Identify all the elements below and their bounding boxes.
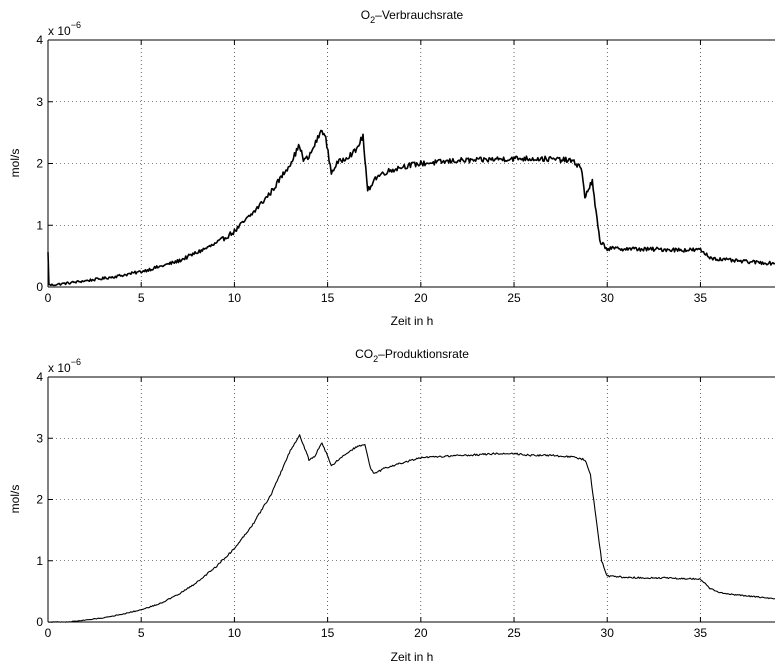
x-axis-label-o2: Zeit in h — [391, 314, 434, 328]
y-tick-label: 1 — [36, 218, 43, 232]
series-line-o2 — [47, 129, 775, 287]
x-tick-label: 30 — [601, 626, 615, 640]
x-tick-label: 5 — [138, 626, 145, 640]
y-axis-label-o2: mol/s — [8, 149, 22, 178]
y-tick-label: 0 — [36, 615, 43, 629]
series-line-co2 — [47, 434, 775, 623]
y-tick-label: 1 — [36, 554, 43, 568]
x-tick-label: 25 — [507, 626, 521, 640]
y-tick-label: 0 — [36, 280, 43, 294]
y-axis-label-co2: mol/s — [8, 485, 22, 514]
x-tick-label: 10 — [228, 291, 242, 305]
chart-title-o2: O2–Verbrauchsrate — [361, 8, 464, 25]
y-tick-label: 4 — [36, 370, 43, 384]
x-tick-label: 30 — [601, 291, 615, 305]
x-tick-label: 35 — [694, 626, 708, 640]
x-tick-label: 0 — [45, 626, 52, 640]
x-axis-label-co2: Zeit in h — [391, 650, 434, 664]
y-tick-label: 2 — [36, 157, 43, 171]
x-tick-label: 20 — [414, 291, 428, 305]
chart-title-co2: CO2–Produktionsrate — [355, 347, 469, 364]
x-tick-label: 10 — [228, 626, 242, 640]
y-tick-label: 4 — [36, 33, 43, 47]
y-exponent-o2: x 10−6 — [48, 20, 81, 38]
x-tick-label: 20 — [414, 626, 428, 640]
plot-area-co2 — [48, 377, 775, 622]
x-tick-label: 5 — [138, 291, 145, 305]
x-tick-label: 15 — [321, 291, 335, 305]
y-tick-label: 3 — [36, 431, 43, 445]
x-tick-label: 25 — [507, 291, 521, 305]
x-tick-label: 35 — [694, 291, 708, 305]
y-tick-label: 2 — [36, 493, 43, 507]
plot-panel-o2: 0 5 10 15 20 25 30 35 0 1 2 3 4 O2–Verbrauchsrate x … — [8, 8, 775, 328]
y-exponent-co2: x 10−6 — [48, 357, 81, 375]
y-tick-label: 3 — [36, 95, 43, 109]
x-tick-label: 0 — [45, 291, 52, 305]
x-tick-label: 15 — [321, 626, 335, 640]
